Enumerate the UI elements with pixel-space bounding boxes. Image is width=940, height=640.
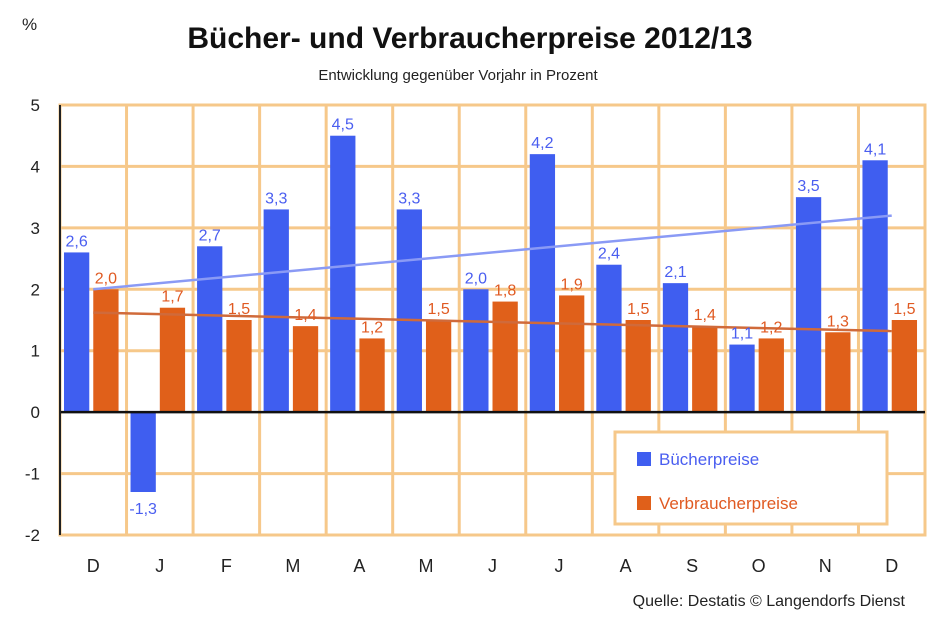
bar-verbraucherpreise: [692, 326, 718, 413]
bar-buecherpreise: [330, 135, 356, 413]
trendlines: [93, 214, 892, 333]
data-label: 1,1: [731, 326, 753, 343]
y-tick-label: 1: [31, 342, 40, 361]
bar-verbraucherpreise: [492, 301, 518, 413]
axes: 5 4 3 2 1 0 -1 -2 D J F M A M J J A S O N D: [25, 96, 925, 576]
data-label: 1,2: [361, 319, 383, 336]
data-label: 1,5: [893, 301, 915, 318]
bar-buecherpreise: [729, 344, 755, 413]
data-label: 2,0: [95, 270, 117, 287]
chart-subtitle: Entwicklung gegenüber Vorjahr in Prozent: [318, 67, 598, 84]
bar-verbraucherpreise: [93, 289, 119, 413]
bar-buecherpreise: [197, 246, 223, 413]
data-label: 1,5: [427, 301, 449, 318]
x-tick-label: F: [221, 556, 232, 576]
y-tick-label: 2: [31, 280, 40, 299]
x-tick-label: A: [353, 556, 365, 576]
x-tick-label: D: [885, 556, 898, 576]
bar-verbraucherpreise: [891, 320, 918, 413]
bar-buecherpreise: [63, 252, 90, 413]
source-note: Quelle: Destatis © Langendorfs Dienst: [633, 593, 906, 610]
data-label: -1,3: [129, 501, 157, 518]
bar-verbraucherpreise: [625, 320, 651, 413]
y-tick-label: 4: [31, 157, 40, 176]
y-unit-label: %: [22, 15, 37, 34]
data-label: 1,7: [161, 289, 183, 306]
data-label: 1,4: [694, 307, 716, 324]
data-label: 2,7: [199, 227, 221, 244]
data-label: 3,3: [398, 190, 420, 207]
data-label: 2,6: [66, 233, 88, 250]
legend-label: Verbraucherpreise: [659, 494, 798, 513]
data-labels: 2,6 -1,3 2,7 3,3 4,5 3,3 2,0 4,2 2,4 2,1 1,1 3,5 4,1…: [66, 117, 916, 518]
data-label: 3,5: [797, 178, 819, 195]
trendline-verbraucherpreise: [93, 311, 892, 333]
data-label: 2,0: [465, 270, 487, 287]
legend-label: Bücherpreise: [659, 450, 759, 469]
data-label: 1,5: [627, 301, 649, 318]
x-tick-label: J: [488, 556, 497, 576]
chart-title: Bücher- und Verbraucherpreise 2012/13: [187, 22, 752, 55]
x-tick-label: D: [87, 556, 100, 576]
data-label: 2,4: [598, 246, 620, 263]
bars: [63, 135, 918, 492]
x-tick-label: O: [752, 556, 766, 576]
data-label: 1,4: [294, 307, 316, 324]
bar-buecherpreise: [463, 289, 489, 413]
data-label: 1,8: [494, 283, 516, 300]
bar-verbraucherpreise: [359, 338, 385, 413]
bar-verbraucherpreise: [226, 320, 252, 413]
data-label: 1,5: [228, 301, 250, 318]
data-label: 1,9: [561, 276, 583, 293]
bar-buecherpreise: [263, 209, 289, 413]
bar-verbraucherpreise: [559, 295, 585, 413]
data-label: 4,2: [531, 135, 553, 152]
bar-buecherpreise: [396, 209, 422, 413]
x-tick-label: N: [819, 556, 832, 576]
x-tick-label: S: [686, 556, 698, 576]
data-label: 4,5: [332, 117, 354, 134]
y-tick-label: -1: [25, 465, 40, 484]
legend-box: [613, 430, 889, 526]
bar-buecherpreise: [596, 264, 622, 413]
data-label: 1,2: [760, 319, 782, 336]
data-label: 3,3: [265, 190, 287, 207]
legend-swatch: [637, 452, 651, 466]
y-tick-label: 5: [31, 96, 40, 115]
x-tick-label: A: [620, 556, 632, 576]
data-label: 4,1: [864, 141, 886, 158]
bar-verbraucherpreise: [292, 326, 319, 413]
trendline-buecherpreise: [93, 214, 892, 291]
bar-buecherpreise: [130, 412, 156, 492]
bar-verbraucherpreise: [758, 338, 784, 413]
x-tick-label: M: [418, 556, 433, 576]
legend-swatch: [637, 496, 651, 510]
bar-verbraucherpreise: [825, 332, 851, 413]
x-tick-label: M: [285, 556, 300, 576]
y-tick-label: 0: [31, 403, 40, 422]
y-tick-label: -2: [25, 526, 40, 545]
data-label: 1,3: [827, 313, 849, 330]
legend: Bücherpreise Verbraucherpreise: [613, 430, 889, 526]
x-tick-label: J: [155, 556, 164, 576]
bar-buecherpreise: [662, 283, 689, 413]
bar-buecherpreise: [529, 154, 556, 413]
bar-buecherpreise: [795, 197, 822, 413]
bar-buecherpreise: [862, 160, 888, 413]
x-tick-label: J: [555, 556, 564, 576]
bar-verbraucherpreise: [425, 320, 452, 413]
data-label: 2,1: [664, 264, 686, 281]
bar-verbraucherpreise: [159, 307, 186, 413]
y-tick-label: 3: [31, 219, 40, 238]
